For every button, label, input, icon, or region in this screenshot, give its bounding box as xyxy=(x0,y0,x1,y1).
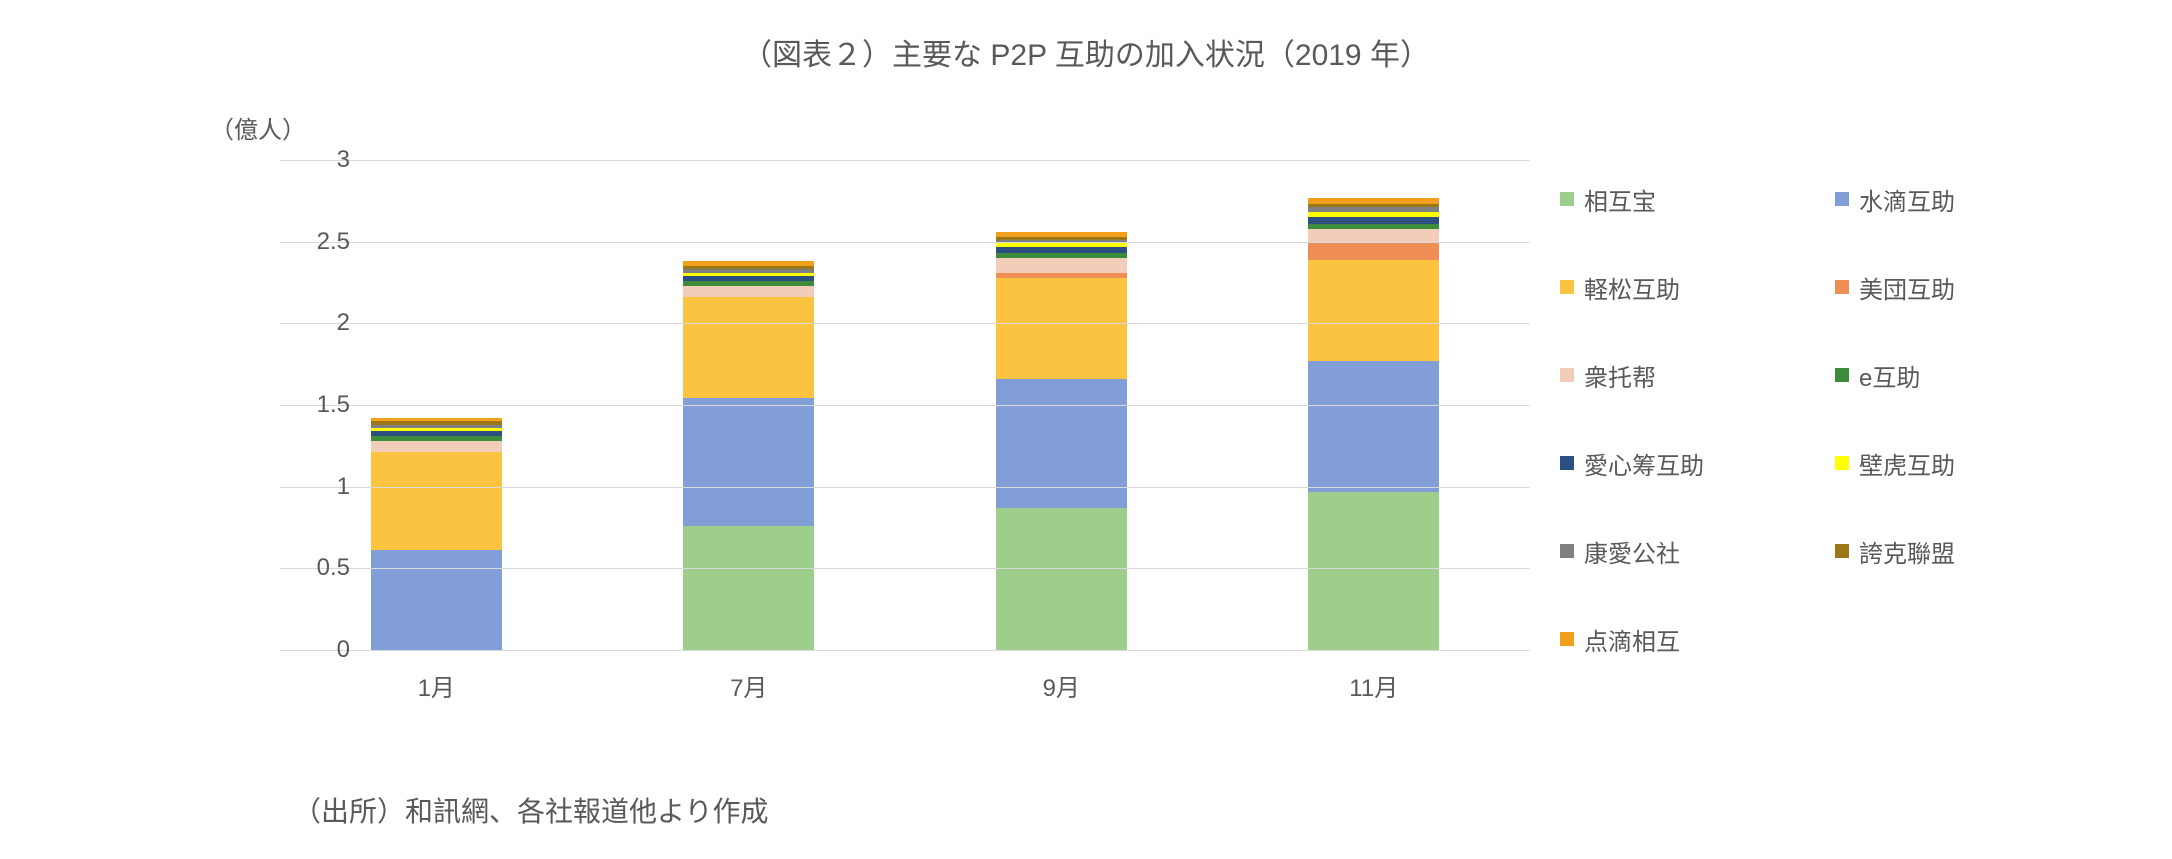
legend-item: e互助 xyxy=(1835,331,2110,419)
legend-swatch xyxy=(1560,280,1574,294)
chart-container: （図表２）主要な P2P 互助の加入状況（2019 年） （億人） 1月7月9月… xyxy=(0,0,2172,859)
legend-label: 壁虎互助 xyxy=(1859,446,1955,481)
legend-swatch xyxy=(1835,368,1849,382)
legend-item: 軽松互助 xyxy=(1560,243,1835,331)
legend-item: 相互宝 xyxy=(1560,155,1835,243)
x-tick-label: 7月 xyxy=(730,668,767,703)
legend-item: 康愛公社 xyxy=(1560,507,1835,595)
legend: 相互宝 水滴互助軽松互助 美団互助衆托帮 e互助愛心筹互助 壁虎互助康愛公社 誇克聯盟点滴… xyxy=(1560,155,2120,683)
gridline xyxy=(280,323,1530,324)
legend-swatch xyxy=(1560,632,1574,646)
y-tick-label: 2 xyxy=(290,309,350,337)
bar-segment xyxy=(371,550,502,650)
bar-segment xyxy=(683,398,814,525)
y-tick-label: 2.5 xyxy=(290,228,350,256)
legend-item: 点滴相互 xyxy=(1560,595,1835,683)
gridline xyxy=(280,242,1530,243)
bar-segment xyxy=(1308,361,1439,492)
bar-segment xyxy=(996,379,1127,508)
legend-swatch xyxy=(1835,456,1849,470)
bar-group xyxy=(1308,198,1439,650)
x-tick-label: 9月 xyxy=(1043,668,1080,703)
x-tick-label: 11月 xyxy=(1349,668,1398,703)
legend-label: 水滴互助 xyxy=(1859,182,1955,217)
y-tick-label: 1.5 xyxy=(290,391,350,419)
bar-segment xyxy=(371,452,502,550)
source-note: （出所）和訊網、各社報道他より作成 xyxy=(293,790,768,830)
legend-label: 軽松互助 xyxy=(1584,270,1680,305)
legend-label: 美団互助 xyxy=(1859,270,1955,305)
legend-label: 康愛公社 xyxy=(1584,534,1680,569)
bar-segment xyxy=(683,526,814,650)
legend-label: 誇克聯盟 xyxy=(1859,534,1955,569)
legend-item: 愛心筹互助 xyxy=(1560,419,1835,507)
bar-group xyxy=(683,261,814,650)
legend-swatch xyxy=(1835,544,1849,558)
legend-swatch xyxy=(1835,192,1849,206)
bar-segment xyxy=(371,441,502,452)
legend-label: 相互宝 xyxy=(1584,182,1656,217)
legend-swatch xyxy=(1560,368,1574,382)
legend-item: 美団互助 xyxy=(1835,243,2110,331)
chart-wrap: （億人） 1月7月9月11月 00.511.522.53 xyxy=(210,130,1610,710)
legend-item: 壁虎互助 xyxy=(1835,419,2110,507)
legend-label: 点滴相互 xyxy=(1584,622,1680,657)
legend-swatch xyxy=(1560,192,1574,206)
legend-item: 誇克聯盟 xyxy=(1835,507,2110,595)
bar-segment xyxy=(996,258,1127,273)
gridline xyxy=(280,650,1530,651)
legend-label: 衆托帮 xyxy=(1584,358,1656,393)
bar-segment xyxy=(683,297,814,398)
bar-segment xyxy=(1308,492,1439,650)
legend-swatch xyxy=(1560,456,1574,470)
chart-title: （図表２）主要な P2P 互助の加入状況（2019 年） xyxy=(0,0,2172,74)
bar-group xyxy=(371,418,502,650)
legend-item: 衆托帮 xyxy=(1560,331,1835,419)
y-axis-unit: （億人） xyxy=(210,110,306,145)
legend-label: 愛心筹互助 xyxy=(1584,446,1704,481)
gridline xyxy=(280,405,1530,406)
y-tick-label: 3 xyxy=(290,146,350,174)
legend-swatch xyxy=(1835,280,1849,294)
legend-item: 水滴互助 xyxy=(1835,155,2110,243)
bar-segment xyxy=(1308,243,1439,259)
legend-swatch xyxy=(1560,544,1574,558)
gridline xyxy=(280,487,1530,488)
legend-label: e互助 xyxy=(1859,358,1920,393)
bar-segment xyxy=(996,508,1127,650)
plot-area: 1月7月9月11月 xyxy=(280,160,1530,650)
y-tick-label: 1 xyxy=(290,473,350,501)
bar-segment xyxy=(996,278,1127,379)
x-tick-label: 1月 xyxy=(418,668,455,703)
gridline xyxy=(280,160,1530,161)
y-tick-label: 0 xyxy=(290,636,350,664)
bar-segment xyxy=(683,286,814,297)
y-tick-label: 0.5 xyxy=(290,554,350,582)
bar-group xyxy=(996,232,1127,650)
bar-segment xyxy=(1308,260,1439,361)
gridline xyxy=(280,568,1530,569)
